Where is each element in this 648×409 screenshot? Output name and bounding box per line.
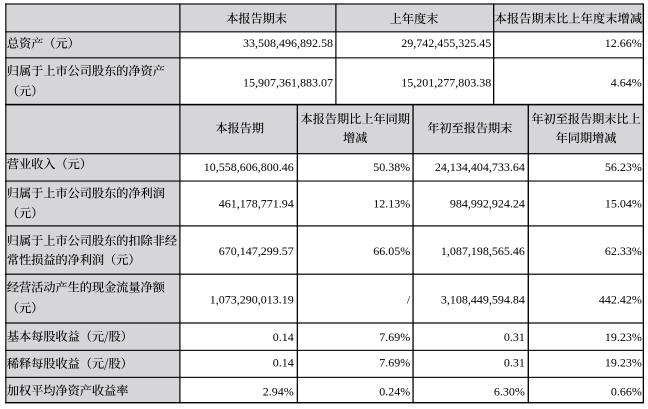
svg-text:1,073,290,013.19: 1,073,290,013.19: [210, 293, 294, 307]
svg-text:12.13%: 12.13%: [373, 196, 410, 210]
svg-text:62.33%: 62.33%: [605, 244, 642, 258]
svg-text:/: /: [407, 293, 411, 307]
svg-text:56.23%: 56.23%: [605, 160, 642, 174]
svg-text:19.23%: 19.23%: [605, 356, 642, 370]
svg-text:670,147,299.57: 670,147,299.57: [219, 244, 294, 258]
svg-text:33,508,496,892.58: 33,508,496,892.58: [243, 36, 333, 50]
svg-text:29,742,455,325.45: 29,742,455,325.45: [401, 36, 491, 50]
svg-text:984,992,924.24: 984,992,924.24: [450, 196, 525, 210]
svg-text:7.69%: 7.69%: [379, 356, 410, 370]
svg-text:0.24%: 0.24%: [379, 385, 410, 399]
svg-text:19.23%: 19.23%: [605, 330, 642, 344]
svg-text:10,558,606,800.46: 10,558,606,800.46: [204, 160, 294, 174]
svg-text:66.05%: 66.05%: [373, 244, 410, 258]
svg-text:0.31: 0.31: [504, 330, 525, 344]
svg-text:442.42%: 442.42%: [599, 293, 642, 307]
svg-text:2.94%: 2.94%: [263, 385, 294, 399]
svg-text:24,134,404,733.64: 24,134,404,733.64: [435, 160, 525, 174]
svg-text:461,178,771.94: 461,178,771.94: [219, 196, 294, 210]
svg-text:4.64%: 4.64%: [611, 76, 642, 90]
svg-text:1,087,198,565.46: 1,087,198,565.46: [441, 244, 525, 258]
svg-text:7.69%: 7.69%: [379, 330, 410, 344]
svg-text:3,108,449,594.84: 3,108,449,594.84: [441, 293, 525, 307]
svg-text:50.38%: 50.38%: [373, 160, 410, 174]
svg-text:15.04%: 15.04%: [605, 196, 642, 210]
svg-text:15,201,277,803.38: 15,201,277,803.38: [401, 76, 491, 90]
svg-text:12.66%: 12.66%: [605, 36, 642, 50]
svg-text:15,907,361,883.07: 15,907,361,883.07: [243, 76, 333, 90]
svg-text:0.66%: 0.66%: [611, 385, 642, 399]
svg-text:0.14: 0.14: [273, 330, 294, 344]
svg-text:6.30%: 6.30%: [494, 385, 525, 399]
svg-text:0.14: 0.14: [273, 356, 294, 370]
svg-text:0.31: 0.31: [504, 356, 525, 370]
